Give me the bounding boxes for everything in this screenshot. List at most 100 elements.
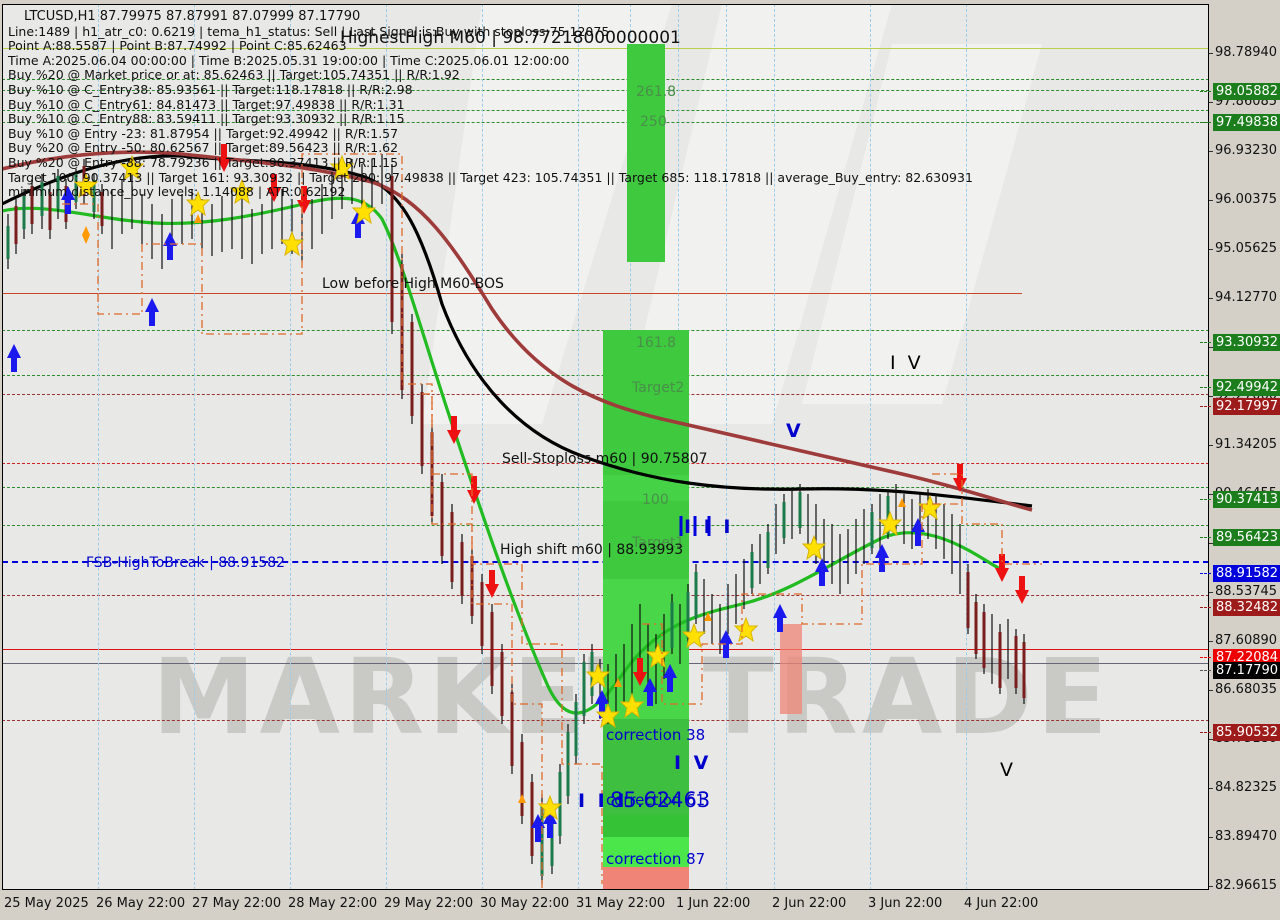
price-tick-label: 91.34205: [1215, 437, 1278, 452]
info-line-2: Time A:2025.06.04 00:00:00 | Time B:2025…: [8, 52, 570, 68]
time-axis[interactable]: 25 May 2025 26 May 22:00 27 May 22:00 28 Ma…: [0, 892, 1280, 920]
fib-zone-161-target2: [603, 330, 689, 475]
price-tick-label: 82.96615: [1215, 878, 1278, 893]
price-tick-label: 87.60890: [1215, 633, 1278, 648]
high-shift-label: High shift m60 | 88.93993: [500, 542, 684, 558]
chart-plot-area[interactable]: MARKET TRADE: [2, 4, 1210, 890]
price-tick-mark-14: [1209, 739, 1213, 740]
session-line-1: [98, 4, 99, 890]
time-tick-label: 31 May 22:00: [576, 896, 666, 911]
price-tag-87-22084[interactable]: 87.22084: [1200, 649, 1280, 666]
price-tick-mark-3: [1209, 200, 1213, 201]
fib-250: 250: [640, 114, 667, 130]
price-tick-mark-2: [1209, 151, 1213, 152]
level-line-highesthigh: [2, 48, 1209, 49]
info-line-6: Buy %10 @ C_Entry88: 83.59411 || Target:…: [8, 111, 405, 127]
time-tick-label: 1 Jun 22:00: [676, 896, 751, 911]
fib-zone-corr38-corr61: [603, 719, 689, 815]
moving-average-overlay: [2, 150, 1033, 715]
channel-overlay: [62, 153, 1042, 890]
price-tag-dash: [1200, 499, 1211, 500]
info-line-7: Buy %10 @ Entry -23: 81.87954 || Target:…: [8, 125, 399, 141]
wave-label-v-blue: V: [786, 420, 804, 442]
price-tick-mark-13: [1209, 690, 1213, 691]
price-tick-label: 96.00375: [1215, 192, 1278, 207]
red-marker-zone: [780, 624, 802, 714]
price-tag-dash: [1200, 342, 1211, 343]
time-tick-label: 29 May 22:00: [384, 896, 474, 911]
price-tag-97-49838[interactable]: 97.49838: [1200, 114, 1280, 131]
price-tag-dash: [1200, 122, 1211, 123]
time-tick-label: 26 May 22:00: [96, 896, 186, 911]
price-tag-dash: [1200, 732, 1211, 733]
fib-261-8: 261.8: [636, 84, 677, 100]
session-line-10: [774, 4, 775, 890]
price-tick-label: 96.93230: [1215, 143, 1278, 158]
price-tag-93-30932[interactable]: 93.30932: [1200, 334, 1280, 351]
fsb-hightobreak-label: FSB-HighToBreak | 88.91582: [86, 555, 286, 571]
price-tick-mark-1: [1209, 102, 1213, 103]
price-tag-87-17790[interactable]: 87.17790: [1200, 662, 1280, 679]
price-tick-mark-12: [1209, 641, 1213, 642]
session-line-2: [194, 4, 195, 890]
fib-zone-corr61-a: [603, 815, 689, 837]
price-tick-mark-4: [1209, 249, 1213, 250]
price-tick-label: 88.53745: [1215, 584, 1278, 599]
price-tag-89-56423[interactable]: 89.56423: [1200, 529, 1280, 546]
price-tag-dash: [1200, 657, 1211, 658]
fib-100: 100: [642, 492, 669, 508]
price-tag-dash: [1200, 406, 1211, 407]
time-tick-label: 30 May 22:00: [480, 896, 570, 911]
price-tag-92-17997[interactable]: 92.17997: [1200, 398, 1280, 415]
info-line-4: Buy %10 @ C_Entry38: 85.93561 || Target:…: [8, 81, 413, 97]
price-tag-85-90532[interactable]: 85.90532: [1200, 724, 1280, 741]
highest-high-label: HighestHigh M60 | 98.77218000000001: [340, 28, 681, 48]
time-tick-label: 25 May 2025: [4, 896, 89, 911]
price-tag-92-49942[interactable]: 92.49942: [1200, 379, 1280, 396]
price-tick-label: 94.12770: [1215, 290, 1278, 305]
price-tag-dash: [1200, 670, 1211, 671]
price-tick-mark-16: [1209, 837, 1213, 838]
price-tag-88-91582[interactable]: 88.91582: [1200, 565, 1280, 582]
wave-label-iii-blue: I I I: [684, 516, 734, 538]
fib-correction-87: correction 87: [606, 850, 706, 868]
time-tick-label: 3 Jun 22:00: [868, 896, 943, 911]
broker-watermark-logo: [422, 4, 1042, 424]
price-tag-88-32482[interactable]: 88.32482: [1200, 599, 1280, 616]
fib-zone-261-250: [627, 44, 665, 262]
wave-label-iv-upper: I V: [890, 352, 924, 374]
session-line-12: [966, 4, 967, 890]
price-tick-mark-5: [1209, 298, 1213, 299]
session-line-5: [482, 4, 483, 890]
price-tick-mark-8: [1209, 445, 1213, 446]
info-line-9: Buy %20 @ Entry -88: 78.79236 || Target:…: [8, 154, 399, 170]
session-line-3: [290, 4, 291, 890]
symbol-info-line: LTCUSD,H1 87.79975 87.87991 87.07999 87.…: [24, 9, 361, 24]
session-line-11: [870, 4, 871, 890]
blue-tick-markers: [679, 516, 711, 536]
level-line-98-06: [2, 79, 1209, 80]
level-line-m60-bos: [2, 293, 1022, 294]
price-tick-label: 83.89470: [1215, 829, 1278, 844]
price-tag-98-05882[interactable]: 98.05882: [1200, 83, 1280, 100]
price-tag-90-37413[interactable]: 90.37413: [1200, 491, 1280, 508]
info-line-3: Buy %20 @ Market price or at: 85.62463 |…: [8, 67, 460, 83]
fib-target2: Target2: [632, 380, 685, 396]
wave-label-v-lower: V: [1000, 759, 1016, 781]
point-c-price-label: 85.62463: [610, 788, 711, 812]
wave-label-iii-lower: I I I: [578, 790, 628, 812]
info-panel: LTCUSD,H1 87.79975 87.87991 87.07999 87.…: [8, 9, 973, 200]
wave-label-iv-blue: I V: [674, 752, 712, 774]
price-axis[interactable]: 98.78940 97.86085 96.93230 96.00375 95.05625…: [1200, 4, 1280, 893]
level-line-fib-250: [2, 122, 1209, 123]
price-tag-dash: [1200, 387, 1211, 388]
info-line-1: Point A:88.5587 | Point B:87.74992 | Poi…: [8, 38, 347, 54]
price-tag-dash: [1200, 607, 1211, 608]
sell-stoploss-label: Sell-Stoploss m60 | 90.75807: [502, 451, 708, 467]
fib-target1: Target1: [632, 535, 685, 551]
price-tag-dash: [1200, 573, 1211, 574]
time-tick-label: 28 May 22:00: [288, 896, 378, 911]
session-line-6: [578, 4, 579, 890]
time-tick-label: 2 Jun 22:00: [772, 896, 847, 911]
